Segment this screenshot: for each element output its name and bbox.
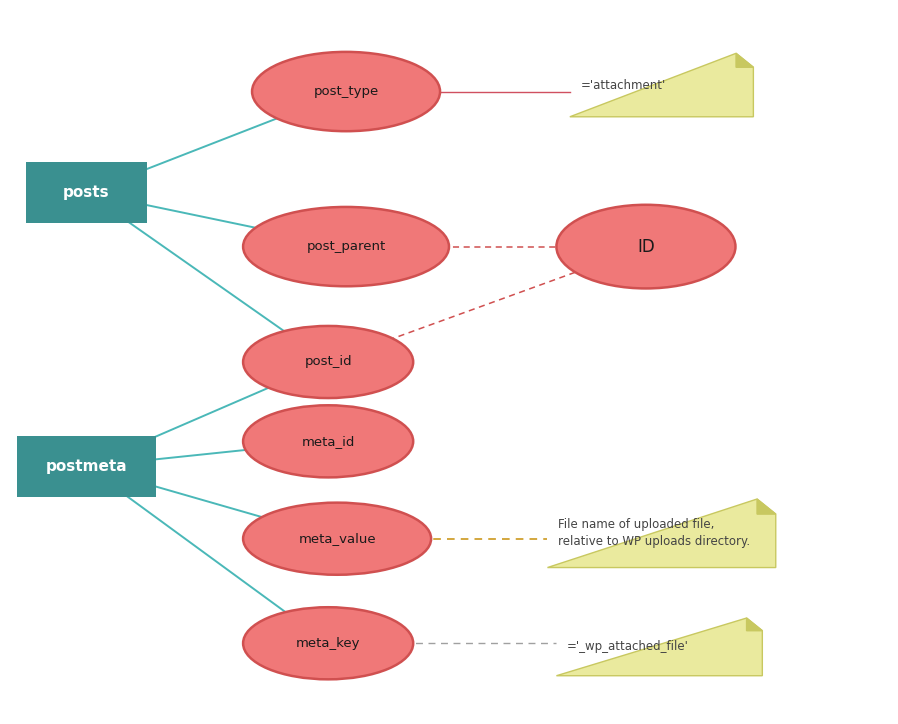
- Text: meta_id: meta_id: [302, 435, 355, 448]
- Text: ID: ID: [637, 237, 655, 256]
- Text: meta_key: meta_key: [296, 637, 360, 649]
- Polygon shape: [557, 618, 762, 675]
- FancyBboxPatch shape: [17, 436, 156, 497]
- Text: post_parent: post_parent: [306, 240, 385, 253]
- Ellipse shape: [243, 405, 413, 477]
- Polygon shape: [736, 54, 753, 67]
- Text: posts: posts: [63, 185, 110, 200]
- Polygon shape: [548, 499, 776, 568]
- Polygon shape: [746, 618, 762, 631]
- Ellipse shape: [243, 502, 431, 575]
- Ellipse shape: [243, 207, 449, 286]
- Polygon shape: [570, 54, 753, 117]
- Ellipse shape: [243, 607, 413, 679]
- Text: postmeta: postmeta: [46, 459, 128, 474]
- Polygon shape: [757, 499, 776, 514]
- Text: ='_wp_attached_file': ='_wp_attached_file': [568, 641, 689, 653]
- Text: ='attachment': ='attachment': [581, 78, 665, 91]
- Text: File name of uploaded file,
relative to WP uploads directory.: File name of uploaded file, relative to …: [559, 518, 751, 548]
- FancyBboxPatch shape: [26, 162, 147, 223]
- Text: meta_value: meta_value: [298, 532, 376, 545]
- Text: post_type: post_type: [313, 85, 379, 98]
- Ellipse shape: [243, 326, 413, 398]
- Text: post_id: post_id: [304, 355, 352, 369]
- Ellipse shape: [252, 52, 440, 131]
- Ellipse shape: [557, 205, 735, 288]
